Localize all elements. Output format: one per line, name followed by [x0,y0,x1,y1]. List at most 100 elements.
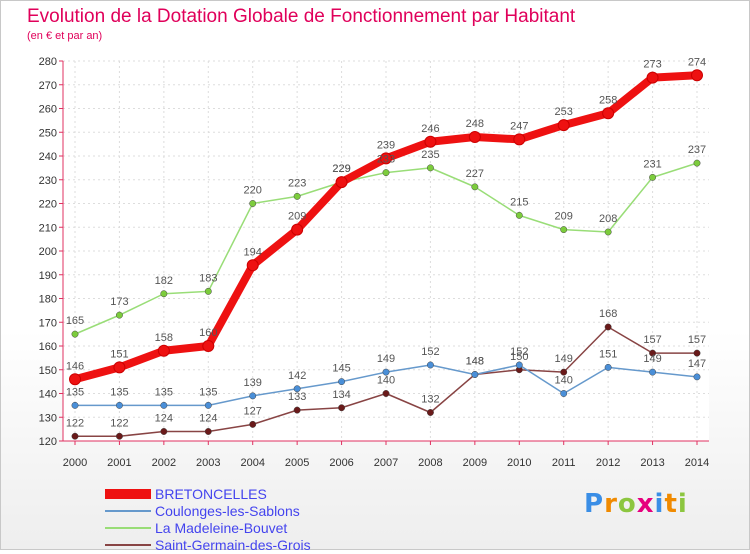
x-tick-label: 2013 [640,457,664,469]
data-label: 215 [510,196,528,208]
data-label: 173 [110,296,128,308]
y-tick-label: 120 [39,436,57,448]
data-point [204,428,212,435]
x-tick-label: 2009 [463,457,487,469]
logo-letter: t [664,489,678,519]
data-label: 134 [332,389,350,401]
data-point [646,71,659,84]
data-label: 135 [66,386,84,398]
data-label: 151 [599,348,617,360]
legend-label: Saint-Germain-des-Grois [155,537,311,553]
proxiti-logo: Proxiti [584,489,688,519]
data-point [424,135,437,148]
data-label: 135 [155,386,173,398]
y-tick-label: 160 [39,341,57,353]
data-point [71,401,79,409]
x-tick-label: 2010 [507,457,531,469]
data-label: 247 [510,120,528,132]
data-point [560,226,568,234]
y-tick-label: 240 [39,151,57,163]
data-point [160,428,168,435]
data-label: 168 [599,308,617,320]
y-tick-label: 270 [39,80,57,92]
y-tick-label: 200 [39,246,57,258]
data-label: 140 [377,375,395,387]
x-tick-label: 2014 [685,457,709,469]
data-label: 237 [688,144,706,156]
data-label: 148 [466,356,484,368]
x-tick-label: 2006 [329,457,353,469]
data-point [293,406,301,414]
data-label: 158 [155,332,173,344]
data-label: 273 [643,59,661,71]
data-point [246,259,259,272]
data-point [471,371,479,378]
data-point [649,173,657,181]
y-tick-label: 140 [39,389,57,401]
data-point [71,432,79,440]
data-point [160,401,168,409]
data-point [249,200,257,207]
data-label: 157 [688,334,706,346]
data-point [338,378,346,386]
data-label: 127 [244,405,262,417]
x-tick-label: 2000 [63,457,87,469]
data-label: 122 [110,417,128,429]
logo-letter: o [617,489,637,519]
y-tick-label: 250 [39,127,57,139]
data-point [515,361,523,369]
y-tick-label: 260 [39,104,57,116]
legend: BRETONCELLES Coulonges-les-Sablons La Made… [105,486,405,554]
legend-item: BRETONCELLES [105,486,405,503]
data-point [515,211,523,219]
data-label: 209 [555,211,573,223]
data-point [160,290,168,298]
y-tick-label: 230 [39,175,57,187]
data-label: 152 [510,346,528,358]
data-label: 133 [288,391,306,403]
y-tick-label: 210 [39,222,57,234]
x-tick-label: 2003 [196,457,220,469]
data-label: 229 [332,163,350,175]
data-label: 124 [155,413,173,425]
data-point [115,432,123,440]
x-tick-label: 2001 [107,457,131,469]
logo-letter: r [604,489,618,519]
logo-letter: i [677,489,688,519]
y-tick-label: 150 [39,365,57,377]
data-point [249,420,257,428]
data-label: 146 [66,360,84,372]
data-point [291,223,304,236]
data-point [382,368,390,376]
y-tick-label: 190 [39,270,57,282]
data-label: 194 [244,246,262,258]
data-point [204,401,212,409]
data-point [693,373,701,381]
data-point [338,404,346,412]
y-tick-label: 180 [39,294,57,306]
data-label: 124 [199,413,217,425]
data-point [693,349,701,357]
data-point [115,401,123,409]
legend-swatch [105,527,151,529]
data-point [560,390,568,397]
data-label: 149 [377,353,395,365]
data-point [649,368,657,376]
data-label: 135 [199,386,217,398]
x-tick-label: 2005 [285,457,309,469]
legend-swatch [105,489,151,499]
data-label: 142 [288,370,306,382]
y-tick-label: 220 [39,199,57,211]
y-tick-label: 130 [39,412,57,424]
data-point [557,119,570,132]
legend-item: Saint-Germain-des-Grois [105,537,405,554]
data-label: 150 [510,351,528,363]
data-point [426,409,434,416]
data-point [202,340,215,352]
data-label: 135 [110,386,128,398]
data-point [293,192,301,200]
data-point [293,385,301,393]
logo-letter: x [636,489,655,519]
